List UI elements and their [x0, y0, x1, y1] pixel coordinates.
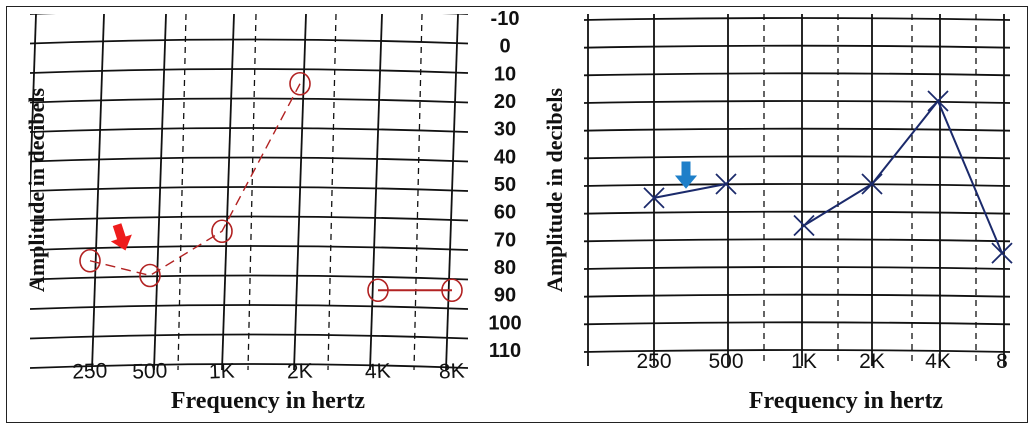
x-tick-label: 2K — [287, 360, 313, 384]
x-tick-label: 500 — [708, 350, 743, 373]
y-tick-label: 80 — [494, 257, 516, 279]
y-tick-label: -10 — [491, 8, 520, 30]
y-tick-label: 110 — [489, 340, 521, 362]
y-tick-label: 100 — [488, 312, 521, 334]
grid-line-v-dashed — [247, 14, 257, 370]
x-tick-label: 8 — [996, 350, 1008, 373]
grid-line-v — [30, 14, 37, 219]
grid-line-h — [30, 186, 468, 192]
arrow-shape — [110, 223, 132, 251]
grid-line-h — [584, 72, 1010, 77]
y-tick-label: 40 — [494, 146, 516, 168]
right-audiogram-grid — [584, 14, 1010, 366]
grid-line-v-dashed — [413, 14, 423, 370]
right-y-axis-label: Amplitude in decibels — [542, 87, 567, 292]
data-point-circle — [441, 278, 463, 303]
grid-line-v — [91, 14, 105, 370]
series-line — [89, 83, 301, 277]
y-tick-label: 70 — [494, 229, 516, 251]
y-tick-label: 20 — [494, 91, 516, 113]
data-point-x — [861, 173, 883, 195]
grid-line-v — [153, 14, 167, 370]
x-tick-label: 8K — [439, 360, 465, 384]
grid-line-h — [584, 183, 1010, 187]
left-x-tick-labels: 250 500 1K 2K 4K 8K — [72, 359, 465, 383]
grid-line-h — [584, 155, 1010, 160]
left-y-axis-label: Amplitude in decibels — [24, 87, 49, 292]
right-x-tick-labels: 250 500 1K 2K 4K 8 — [636, 350, 1007, 373]
series-line — [803, 99, 1003, 254]
grid-line-h — [30, 274, 468, 281]
grid-line-h — [30, 245, 468, 251]
x-tick-label: 1K — [791, 350, 817, 373]
y-tick-label: 90 — [494, 285, 516, 307]
grid-line-h — [584, 100, 1010, 104]
grid-line-h — [30, 127, 468, 133]
data-point-circle — [139, 263, 161, 288]
x-tick-label: 250 — [72, 359, 108, 383]
grid-line-h — [30, 215, 468, 222]
right-blue-arrow-icon — [674, 161, 698, 189]
grid-line-v — [369, 14, 383, 370]
grid-line-h — [30, 363, 468, 369]
y-tick-label: 50 — [494, 174, 516, 196]
data-point-x — [793, 214, 815, 237]
grid-line-h — [584, 127, 1010, 132]
y-tick-label: 10 — [494, 63, 516, 85]
grid-line-h — [30, 38, 468, 45]
x-tick-label: 500 — [132, 359, 168, 383]
grid-line-h — [30, 68, 468, 74]
right-x-axis-label: Frequency in hertz — [749, 388, 944, 414]
y-tick-label: 60 — [494, 202, 516, 224]
grid-line-h — [584, 293, 1010, 298]
y-tick-label: 0 — [499, 36, 510, 58]
grid-line-h — [584, 238, 1010, 243]
grid-line-h — [584, 44, 1010, 49]
grid-line-h — [30, 97, 468, 104]
left-red-arrow-icon — [110, 223, 132, 251]
y-tick-label: 30 — [494, 119, 516, 141]
x-tick-label: 1K — [209, 360, 235, 384]
data-point-circle — [211, 219, 233, 244]
grid-line-h — [584, 17, 1010, 21]
grid-line-h — [584, 349, 1010, 353]
grid-line-v — [445, 14, 459, 370]
left-x-axis-label: Frequency in hertz — [171, 388, 366, 414]
grid-line-v-dashed — [177, 14, 187, 370]
right-y-tick-labels: -10 0 10 20 30 40 50 60 70 80 90 100 110 — [488, 8, 521, 362]
data-point-x — [643, 187, 665, 209]
series-line — [653, 183, 727, 199]
data-point-circle — [367, 278, 389, 303]
figure-frame — [6, 6, 1028, 423]
data-point-x — [991, 242, 1013, 264]
arrow-shape — [674, 161, 698, 189]
grid-line-v-dashed — [327, 14, 337, 370]
grid-line-v — [293, 14, 307, 370]
x-tick-label: 4K — [365, 360, 391, 384]
data-point-x — [715, 173, 737, 195]
grid-line-v — [221, 14, 235, 370]
data-point-circle — [289, 71, 311, 96]
x-tick-label: 250 — [636, 350, 671, 373]
grid-line-h — [30, 14, 468, 15]
left-audiogram-grid — [30, 14, 468, 370]
grid-line-h — [584, 321, 1010, 326]
x-tick-label: 2K — [859, 350, 885, 373]
left-audiogram-traces — [79, 71, 463, 303]
grid-line-h — [584, 210, 1010, 215]
data-point-circle — [79, 248, 101, 273]
data-point-x — [927, 90, 949, 112]
x-tick-label: 4K — [925, 350, 951, 373]
grid-line-h — [584, 266, 1010, 270]
grid-line-h — [30, 156, 468, 163]
right-audiogram-traces — [643, 90, 1013, 264]
